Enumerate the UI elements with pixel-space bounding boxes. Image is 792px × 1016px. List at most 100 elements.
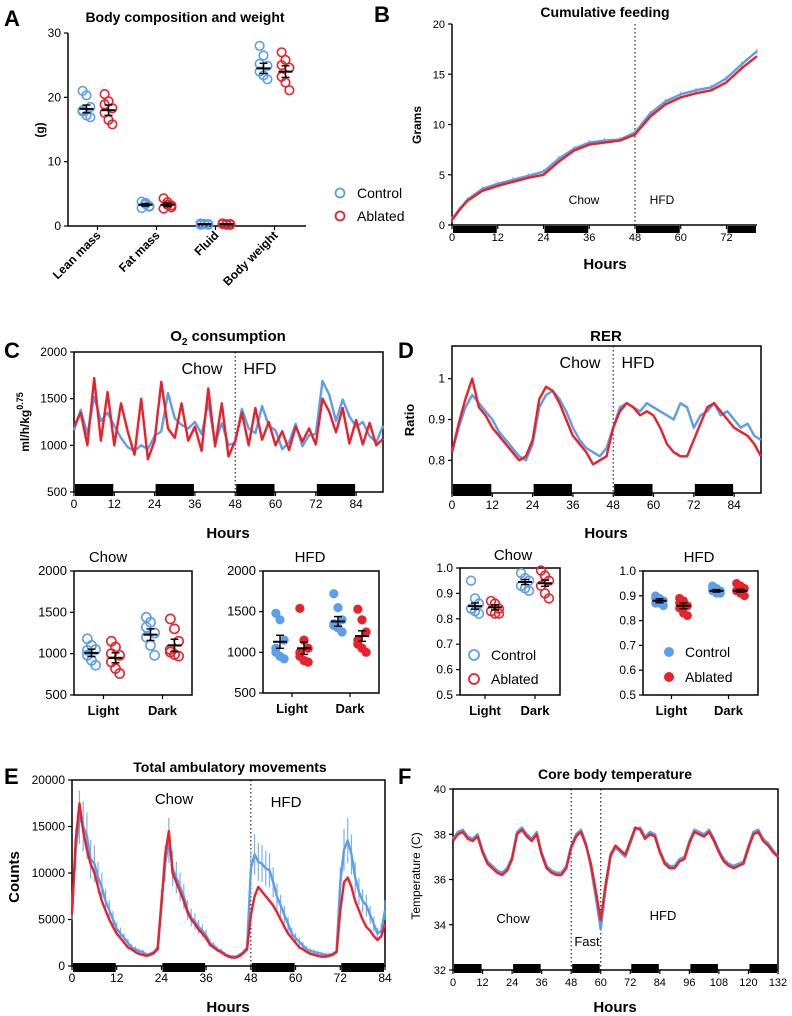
y-tick-label: 2000 xyxy=(40,345,67,359)
y-tick-label: 10 xyxy=(433,120,445,132)
data-point-ablated xyxy=(276,47,287,58)
x-tick-label: Dark xyxy=(521,703,551,718)
data-point-control xyxy=(258,50,269,61)
x-tick-label: 36 xyxy=(188,497,202,511)
y-tick-label: 0 xyxy=(439,220,445,232)
x-tick-label: 96 xyxy=(683,977,695,989)
chart-a-ylabel: (g) xyxy=(33,122,47,137)
plot-frame xyxy=(262,570,380,694)
chart-d-hfd-plot: 0.5 0.6 0.7 0.8 0.9 1.0 Light Dark xyxy=(619,564,759,718)
y-tick-label: 36 xyxy=(434,875,446,887)
x-tick-label: 48 xyxy=(565,977,577,989)
y-tick-label: 1000 xyxy=(227,644,256,659)
chart-d-xlabel: Hours xyxy=(584,525,627,542)
y-tick-label: 0 xyxy=(54,219,61,233)
x-tick-label: Light xyxy=(469,703,501,718)
data-point-control xyxy=(333,603,343,613)
data-point-control xyxy=(275,615,285,625)
x-tick-label: 72 xyxy=(309,497,323,511)
y-tick-label: 0.5 xyxy=(436,688,453,702)
dark-period-bar xyxy=(513,964,541,973)
data-point-control xyxy=(262,74,273,85)
chart-a-legend: Control Ablated xyxy=(334,185,404,224)
y-tick-label: 2000 xyxy=(227,563,256,578)
chart-a-title: Body composition and weight xyxy=(85,9,284,25)
data-point-ablated xyxy=(303,657,313,667)
x-tick-label: 24 xyxy=(506,977,518,989)
series-line-ablated xyxy=(451,55,758,221)
dark-period-bar xyxy=(73,963,116,972)
data-point-ablated xyxy=(361,647,371,657)
data-point-control xyxy=(523,585,535,597)
data-point-control xyxy=(90,659,102,671)
dark-period-bar xyxy=(749,964,777,973)
x-tick-label: 36 xyxy=(199,971,213,985)
x-tick-label: 36 xyxy=(536,977,548,989)
x-tick-label: 72 xyxy=(720,232,732,244)
data-point-ablated xyxy=(357,615,367,625)
y-tick-label: 5000 xyxy=(38,913,65,927)
dark-period-bar xyxy=(453,226,497,233)
x-tick-label: 84 xyxy=(349,497,363,511)
x-tick-label: 84 xyxy=(727,498,741,512)
chart-c-ylabel: ml/h/kg0.75 xyxy=(15,392,32,452)
y-tick-label: 0 xyxy=(58,959,65,973)
x-tick-label: 0 xyxy=(449,498,456,512)
data-point-ablated xyxy=(173,650,185,662)
legend-control-marker xyxy=(468,649,480,661)
y-tick-label: 0.7 xyxy=(619,638,636,652)
dark-period-bar xyxy=(572,964,600,973)
dark-period-bar xyxy=(533,484,572,496)
data-point-control xyxy=(329,589,339,599)
chart-c-hfd-title: HFD xyxy=(295,549,326,566)
dark-period-bar xyxy=(690,964,718,973)
y-tick-label: 5 xyxy=(439,170,445,182)
series-line-ablated xyxy=(72,376,384,461)
chart-e-ylabel: Counts xyxy=(6,851,23,903)
chart-b-ylabel: Grams xyxy=(410,106,424,144)
plot-frame xyxy=(73,351,384,493)
legend-ablated-label: Ablated xyxy=(685,669,732,685)
x-tick-label: 72 xyxy=(687,498,701,512)
chart-f-annotation-chow: Chow xyxy=(496,911,530,926)
x-tick-label: 60 xyxy=(269,497,283,511)
panel-letter-b: B xyxy=(374,2,390,27)
data-point-control xyxy=(140,621,152,633)
x-tick-label: 12 xyxy=(110,971,124,985)
legend-control-marker xyxy=(664,647,674,657)
y-tick-label: 10 xyxy=(48,155,62,169)
y-tick-label: 500 xyxy=(47,485,67,499)
dark-period-bar xyxy=(636,226,680,233)
y-tick-label: 10000 xyxy=(32,866,66,880)
panel-letter-c: C xyxy=(4,338,20,363)
legend-control-label: Control xyxy=(685,644,730,660)
y-tick-label: 1500 xyxy=(38,604,67,619)
y-tick-label: 1500 xyxy=(40,392,67,406)
x-tick-label: Dark xyxy=(148,703,178,718)
x-tick-label: 60 xyxy=(595,977,607,989)
x-tick-label: 60 xyxy=(289,971,303,985)
data-point-control xyxy=(254,40,265,51)
series-line-ablated xyxy=(450,377,763,466)
data-point-control xyxy=(465,575,477,586)
chart-d-ylabel: Ratio xyxy=(402,404,417,437)
chart-f-title: Core body temperature xyxy=(538,766,692,782)
y-tick-label: 0.5 xyxy=(619,688,636,702)
data-point-control xyxy=(81,90,92,101)
x-tick-label: 36 xyxy=(583,232,595,244)
chart-e-annotation-chow: Chow xyxy=(155,791,194,808)
plot-frame xyxy=(459,567,561,696)
chart-c-ylabel-main: ml/h/kg xyxy=(18,410,32,452)
panel-letter-a: A xyxy=(4,6,20,31)
y-tick-label: 500 xyxy=(234,685,256,700)
panel-letter-d: D xyxy=(398,338,414,363)
y-tick-label: 0.9 xyxy=(428,413,445,427)
x-tick-label: 48 xyxy=(607,498,621,512)
chart-c-plot: 500 1000 1500 2000 0 12 24 36 48 60 72 84 xyxy=(40,345,385,511)
chart-d-hfd-legend: Control Ablated xyxy=(664,644,732,685)
chart-b-annotation-hfd: HFD xyxy=(650,193,675,207)
chart-e-title: Total ambulatory movements xyxy=(133,759,327,775)
x-tick-label: 24 xyxy=(148,497,162,511)
